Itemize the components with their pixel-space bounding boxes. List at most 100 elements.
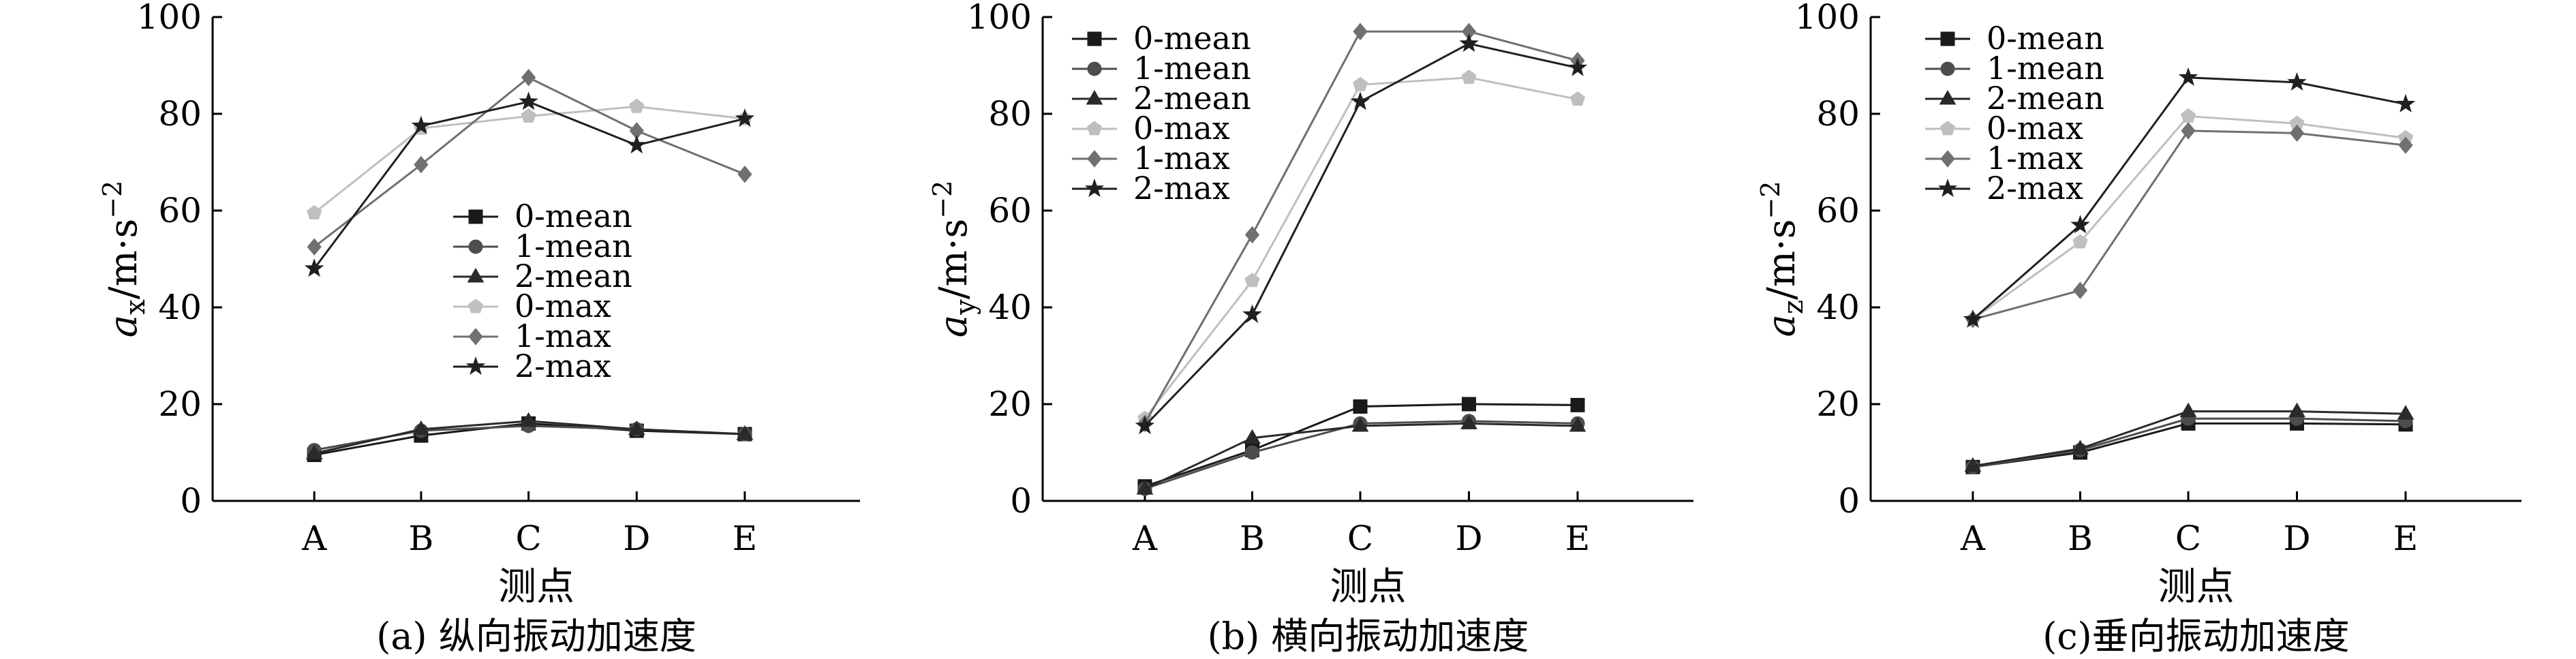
y-axis-subscript: y	[950, 299, 981, 316]
series-1-max	[307, 68, 752, 256]
y-tick-label: 20	[1816, 384, 1860, 424]
data-point	[414, 155, 429, 174]
data-point	[626, 135, 647, 154]
legend-label: 2-max	[1133, 170, 1230, 206]
y-tick-label: 80	[1816, 94, 1860, 134]
legend-label: 1-mean	[515, 228, 632, 264]
chart-caption: (c)垂向振动加速度	[2042, 615, 2349, 658]
data-point	[305, 444, 323, 459]
legend-label: 0-max	[1133, 110, 1230, 147]
series-2-mean	[1136, 414, 1586, 495]
series-1-max	[1965, 122, 2413, 328]
x-tick-label: E	[2393, 519, 2419, 558]
data-point	[1570, 397, 1585, 412]
x-axis-title: 测点	[498, 565, 574, 609]
data-point	[1963, 309, 1983, 328]
data-point	[1964, 457, 1982, 472]
series-2-max	[1135, 33, 1588, 435]
data-point	[1136, 480, 1154, 495]
y-tick-label: 100	[1795, 0, 1860, 37]
series-2-mean	[1964, 402, 2414, 472]
data-point	[520, 412, 537, 427]
legend-marker	[1087, 150, 1102, 168]
x-tick-label: B	[2068, 519, 2093, 558]
x-tick-label: D	[623, 519, 650, 558]
y-tick-label: 20	[988, 384, 1032, 424]
series-1-mean	[1965, 411, 2413, 474]
y-axis-unit: /m·s	[1760, 219, 1804, 301]
data-point	[1135, 416, 1155, 435]
y-axis-subscript: x	[120, 299, 151, 315]
legend-label: 2-mean	[515, 258, 632, 294]
legend-marker	[1937, 178, 1958, 198]
legend-label: 1-mean	[1987, 50, 2104, 87]
legend-label: 0-max	[515, 288, 611, 324]
data-point	[307, 204, 322, 219]
y-tick-label: 40	[158, 288, 202, 327]
legend-marker	[468, 239, 483, 254]
data-point	[1353, 399, 1368, 414]
legend-marker	[1084, 178, 1105, 198]
data-point	[2181, 108, 2196, 123]
data-point	[2287, 72, 2307, 91]
chart-caption: (a) 纵向振动加速度	[376, 615, 696, 658]
legend-label: 2-mean	[1987, 80, 2104, 117]
data-point	[304, 258, 324, 277]
y-tick-label: 40	[988, 288, 1032, 327]
y-axis-superscript: −2	[927, 181, 957, 219]
data-point	[1244, 273, 1260, 288]
x-tick-label: C	[2175, 519, 2201, 558]
chart-panel-2: 0 20 40 60 80 100 A B C D E 测点 (c)垂向振动加速度 az/m·s−2 0-m…	[1755, 0, 2521, 658]
data-point	[2181, 122, 2196, 140]
data-point	[2072, 281, 2088, 299]
y-axis-title: ax/m·s−2	[97, 181, 151, 338]
data-point	[1459, 33, 1479, 52]
x-tick-label: A	[301, 519, 327, 558]
y-axis-title: ay/m·s−2	[927, 181, 981, 338]
data-point	[2397, 405, 2414, 420]
data-point	[2072, 440, 2089, 455]
y-tick-label: 40	[1816, 288, 1860, 327]
series-2-mean	[305, 412, 754, 459]
data-point	[412, 420, 430, 435]
data-point	[2070, 215, 2090, 234]
legend-label: 1-max	[515, 318, 611, 354]
data-point	[1353, 76, 1368, 91]
data-point	[521, 108, 536, 123]
y-tick-label: 60	[158, 191, 202, 230]
data-point	[2289, 124, 2305, 142]
data-point	[2072, 234, 2088, 249]
data-point	[1245, 445, 1260, 460]
data-point	[411, 115, 431, 134]
data-point	[629, 98, 645, 113]
data-point	[2178, 67, 2198, 86]
y-axis-symbol: a	[932, 315, 976, 337]
legend-marker	[1086, 121, 1103, 136]
x-tick-label: A	[1132, 519, 1158, 558]
legend-label: 2-max	[515, 348, 611, 384]
data-point	[2395, 93, 2416, 112]
y-axis-subscript: z	[1778, 300, 1809, 314]
chart-panel-0: 0 20 40 60 80 100 A B C D E 测点 (a) 纵向振动加速度 ax/m·s−2 0-…	[97, 0, 860, 658]
data-point	[1244, 226, 1260, 244]
legend-marker	[1940, 150, 1955, 168]
x-tick-label: A	[1960, 519, 1986, 558]
y-axis-symbol: a	[1760, 314, 1804, 337]
y-axis-symbol: a	[102, 315, 146, 337]
x-tick-label: E	[733, 519, 758, 558]
legend-marker	[468, 328, 483, 346]
data-point	[1351, 416, 1369, 432]
legend-label: 2-max	[1987, 170, 2083, 206]
series-0-mean	[1137, 397, 1585, 494]
series-2-max	[1963, 67, 2416, 328]
data-point	[736, 425, 754, 440]
y-tick-label: 80	[988, 94, 1032, 134]
legend-marker	[1939, 89, 1957, 105]
data-point	[737, 165, 752, 183]
legend-marker	[465, 356, 486, 376]
series-line	[1144, 422, 1578, 490]
